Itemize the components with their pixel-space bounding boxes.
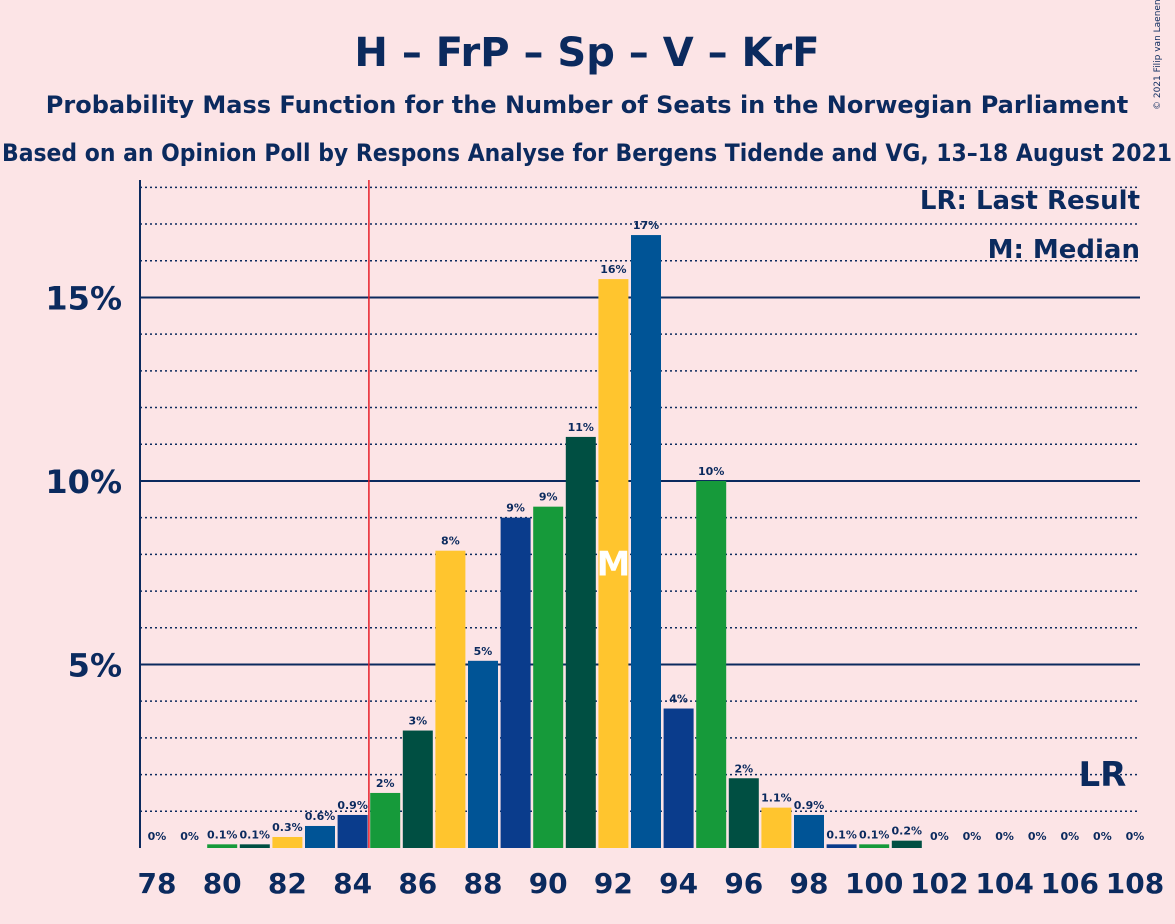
data-label-seat-84: 0.9% xyxy=(337,799,368,812)
bar-seat-92 xyxy=(598,279,629,849)
data-label-seat-94: 4% xyxy=(669,693,688,706)
data-label-seat-105: 0% xyxy=(1028,830,1047,843)
bar-seat-87 xyxy=(435,550,466,848)
median-marker: M xyxy=(596,545,630,585)
bar-seat-88 xyxy=(468,660,498,848)
legend-median: M: Median xyxy=(988,235,1140,265)
data-label-seat-100: 0.1% xyxy=(859,828,890,841)
x-tick-label: 100 xyxy=(845,867,903,900)
bar-seat-82 xyxy=(272,836,303,848)
data-label-seat-85: 2% xyxy=(376,777,395,790)
bar-series xyxy=(207,235,922,849)
chart-subtitle: Probability Mass Function for the Number… xyxy=(46,91,1128,119)
bar-seat-101 xyxy=(891,840,922,848)
y-tick-label: 5% xyxy=(68,646,122,684)
data-label-seat-93: 17% xyxy=(633,219,659,232)
bar-seat-93 xyxy=(631,235,661,849)
y-tick-label: 10% xyxy=(45,463,122,501)
data-label-seat-106: 0% xyxy=(1060,830,1079,843)
y-tick-label: 15% xyxy=(45,279,122,317)
x-tick-label: 82 xyxy=(268,867,307,900)
x-tick-label: 78 xyxy=(138,867,177,900)
data-label-seat-98: 0.9% xyxy=(794,799,825,812)
data-label-seat-89: 9% xyxy=(506,502,525,515)
x-tick-label: 94 xyxy=(659,867,698,900)
bar-seat-85 xyxy=(370,792,401,848)
data-label-seat-81: 0.1% xyxy=(240,828,271,841)
x-tick-label: 104 xyxy=(975,867,1033,900)
last-result-marker: LR xyxy=(1078,755,1126,795)
data-label-seat-107: 0% xyxy=(1093,830,1112,843)
bar-seat-81 xyxy=(239,844,270,848)
data-label-seat-80: 0.1% xyxy=(207,828,238,841)
bar-seat-99 xyxy=(826,844,857,848)
data-label-seat-82: 0.3% xyxy=(272,821,303,834)
x-tick-label: 96 xyxy=(724,867,763,900)
data-label-seat-97: 1.1% xyxy=(761,792,792,805)
bar-seat-94 xyxy=(663,708,694,848)
data-label-seat-92: 16% xyxy=(600,263,626,276)
data-labels: 0% 0% 0.1% 0.1%0.3%0.6%0.9%2%3%8%5%9%9%11%1… xyxy=(148,219,1145,843)
data-label-seat-96: 2% xyxy=(734,762,753,775)
data-label-seat-101: 0.2% xyxy=(892,825,923,838)
data-label-seat-108: 0% xyxy=(1126,830,1145,843)
bar-seat-95 xyxy=(696,480,727,848)
bar-seat-100 xyxy=(859,844,890,848)
x-axis-ticks: 78 80 82 84 86 88 90 92 94 96 98 100 102 104 106 108 xyxy=(138,867,1165,900)
data-label-seat-87: 8% xyxy=(441,535,460,548)
x-tick-label: 98 xyxy=(790,867,829,900)
data-label-seat-95: 10% xyxy=(698,465,724,478)
x-tick-label: 108 xyxy=(1106,867,1164,900)
chart-title: H – FrP – Sp – V – KrF xyxy=(354,30,819,76)
data-label-seat-78: 0% xyxy=(148,830,167,843)
data-label-seat-103: 0% xyxy=(963,830,982,843)
x-tick-label: 102 xyxy=(910,867,968,900)
bar-seat-90 xyxy=(533,506,564,848)
x-tick-label: 92 xyxy=(594,867,633,900)
bar-seat-89 xyxy=(500,517,531,848)
x-tick-label: 80 xyxy=(203,867,242,900)
bar-seat-98 xyxy=(794,814,824,848)
data-label-seat-90: 9% xyxy=(539,491,558,504)
x-tick-label: 106 xyxy=(1041,867,1099,900)
data-label-seat-83: 0.6% xyxy=(305,810,336,823)
y-axis-ticks: 5% 10% 15% xyxy=(45,279,122,684)
data-label-seat-88: 5% xyxy=(474,645,493,658)
bar-seat-86 xyxy=(402,730,433,848)
data-label-seat-86: 3% xyxy=(408,715,427,728)
x-tick-label: 84 xyxy=(333,867,372,900)
bar-seat-97 xyxy=(761,807,792,848)
bar-seat-84 xyxy=(337,814,368,848)
chart-subtitle-source: Based on an Opinion Poll by Respons Anal… xyxy=(2,139,1172,167)
x-tick-label: 86 xyxy=(398,867,437,900)
data-label-seat-102: 0% xyxy=(930,830,949,843)
chart-markers: M LR xyxy=(368,180,1126,848)
copyright-notice: © 2021 Filip van Laenen xyxy=(1153,0,1163,110)
data-label-seat-91: 11% xyxy=(568,421,594,434)
data-label-seat-79: 0% xyxy=(180,830,199,843)
bar-seat-80 xyxy=(207,844,238,848)
bar-seat-91 xyxy=(565,436,596,848)
x-tick-label: 90 xyxy=(529,867,568,900)
bar-seat-83 xyxy=(305,825,335,848)
data-label-seat-99: 0.1% xyxy=(826,828,857,841)
bar-seat-96 xyxy=(728,778,759,848)
x-tick-label: 88 xyxy=(464,867,503,900)
legend-last-result: LR: Last Result xyxy=(920,186,1140,216)
data-label-seat-104: 0% xyxy=(995,830,1014,843)
